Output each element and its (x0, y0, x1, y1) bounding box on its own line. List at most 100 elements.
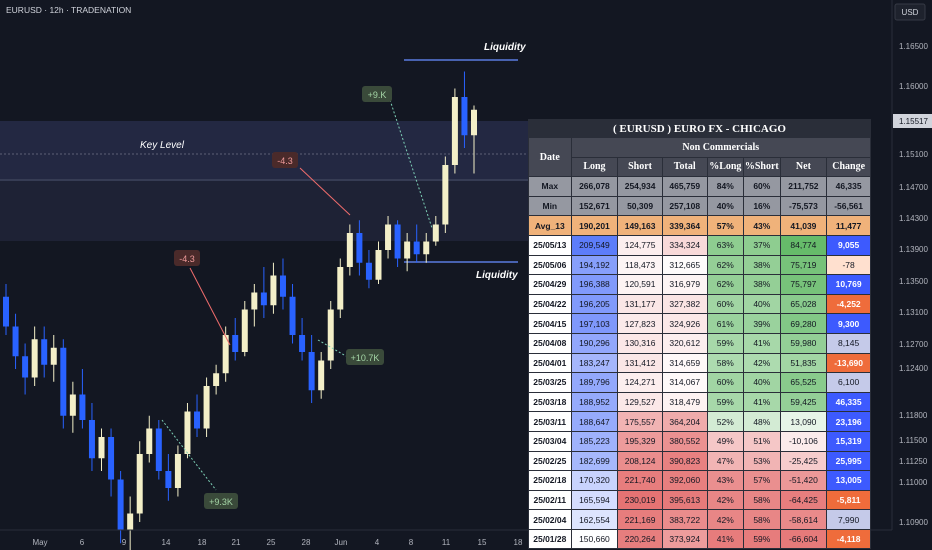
candle-body (394, 224, 401, 259)
table-cell: 60% (706, 372, 745, 393)
table-cell: 40% (743, 293, 781, 315)
arrow-1 (389, 99, 433, 229)
candle-body (385, 224, 392, 250)
table-cell: 364,204 (661, 411, 708, 432)
table-cell: 25/04/22 (528, 293, 572, 315)
current-price-tag (893, 114, 932, 128)
price-tick-label: 1.12400 (899, 364, 928, 373)
badge-5: +9.3K (209, 497, 233, 507)
table-cell: 149,163 (617, 215, 663, 236)
liquidity-top-label: Liquidity (484, 42, 526, 53)
candle-body (365, 262, 372, 280)
candle-body (117, 479, 124, 531)
table-cell: 314,659 (661, 352, 708, 374)
table-cell: 38% (743, 274, 781, 295)
price-tick-label: 1.11000 (899, 478, 928, 487)
time-tick-label: 28 (302, 538, 311, 547)
table-cell: -66,604 (779, 528, 828, 550)
table-cell: 63% (706, 234, 745, 256)
time-tick-label: 8 (409, 538, 414, 547)
column-header: Total (661, 156, 708, 178)
candle-body (174, 454, 181, 488)
badge-3-bg (174, 250, 200, 266)
table-cell: -58,614 (779, 509, 828, 530)
table-cell: 61% (706, 313, 745, 334)
table-cell: 47% (706, 450, 745, 472)
candle-body (98, 437, 105, 459)
table-cell: 9,300 (826, 313, 871, 334)
candle-body (260, 292, 267, 306)
table-cell: 25/03/18 (528, 391, 572, 413)
candle-body (12, 326, 19, 357)
price-tick-label: 1.14300 (899, 214, 928, 223)
table-cell: -78 (826, 254, 871, 276)
table-cell: 25/04/29 (528, 274, 572, 295)
table-cell: 43% (743, 215, 781, 236)
table-cell: 392,060 (661, 470, 708, 491)
table-cell: 49% (706, 430, 745, 452)
table-cell: 42% (743, 352, 781, 374)
table-cell: Min (528, 195, 572, 217)
time-tick-label: 14 (162, 538, 171, 547)
candle-body (270, 275, 277, 306)
currency-button[interactable] (894, 3, 926, 21)
price-axis[interactable] (892, 0, 932, 550)
table-cell: 58% (706, 352, 745, 374)
candle-body (194, 411, 201, 429)
table-cell: 118,473 (617, 254, 663, 276)
table-cell: 318,479 (661, 391, 708, 413)
column-header: Net (779, 156, 828, 178)
table-row: 25/04/22 196,205 131,177 327,382 60% 40% 65,02… (528, 293, 871, 315)
candle-body (404, 241, 411, 259)
table-cell: 25/03/25 (528, 372, 572, 393)
table-cell: 257,108 (661, 195, 708, 217)
table-cell: 40% (743, 372, 781, 393)
table-cell: 395,613 (661, 489, 708, 511)
candle-body (108, 437, 115, 480)
table-cell: 190,296 (570, 332, 619, 354)
min-row: Min 152,671 50,309 257,108 40% 16% -75,573 -56,… (528, 195, 871, 217)
badge-3: -4.3 (179, 254, 195, 264)
table-cell: 57% (706, 215, 745, 236)
table-cell: -64,425 (779, 489, 828, 511)
symbol-title[interactable]: EURUSD · 12h · TRADENATION (6, 5, 131, 15)
table-cell: 48% (743, 411, 781, 432)
table-row: 25/05/13 209,549 124,775 334,324 63% 37% 84,77… (528, 234, 871, 256)
table-cell: 23,196 (826, 411, 871, 432)
candle-body (3, 296, 9, 327)
table-cell: 373,924 (661, 528, 708, 550)
table-cell: Max (528, 176, 572, 197)
table-cell: 124,775 (617, 234, 663, 256)
table-cell: 38% (743, 254, 781, 276)
candle-body (69, 394, 76, 416)
arrow-5 (161, 419, 217, 491)
price-tick-label: 1.13500 (899, 277, 928, 286)
price-tick-label: 1.11500 (899, 436, 928, 445)
table-cell: 46,335 (826, 176, 871, 197)
table-cell: 185,223 (570, 430, 619, 452)
table-cell: 339,364 (661, 215, 708, 236)
cot-title: ( EURUSD ) EURO FX - CHICAGO (528, 119, 871, 138)
table-cell: 320,612 (661, 332, 708, 354)
col-date: Date (528, 136, 572, 178)
candle-body (471, 109, 477, 136)
candle-body (442, 165, 449, 225)
table-cell: 13,005 (826, 470, 871, 491)
table-cell: 312,665 (661, 254, 708, 276)
table-cell: 59% (743, 528, 781, 550)
table-cell: 40% (706, 195, 745, 217)
table-cell: -51,420 (779, 470, 828, 491)
table-cell: 51% (743, 430, 781, 452)
table-cell: 208,124 (617, 450, 663, 472)
table-cell: 41% (743, 391, 781, 413)
table-cell: 196,205 (570, 293, 619, 315)
price-tick-label: 1.12700 (899, 340, 928, 349)
table-cell: 175,557 (617, 411, 663, 432)
table-row: 25/01/28 150,660 220,264 373,924 41% 59% -66,6… (528, 528, 871, 550)
column-header: Short (617, 156, 663, 178)
table-cell: 327,382 (661, 293, 708, 315)
table-cell: -25,425 (779, 450, 828, 472)
table-cell: 165,594 (570, 489, 619, 511)
table-row: 25/04/08 190,296 130,316 320,612 59% 41% 59,98… (528, 332, 871, 354)
candle-body (451, 97, 458, 165)
